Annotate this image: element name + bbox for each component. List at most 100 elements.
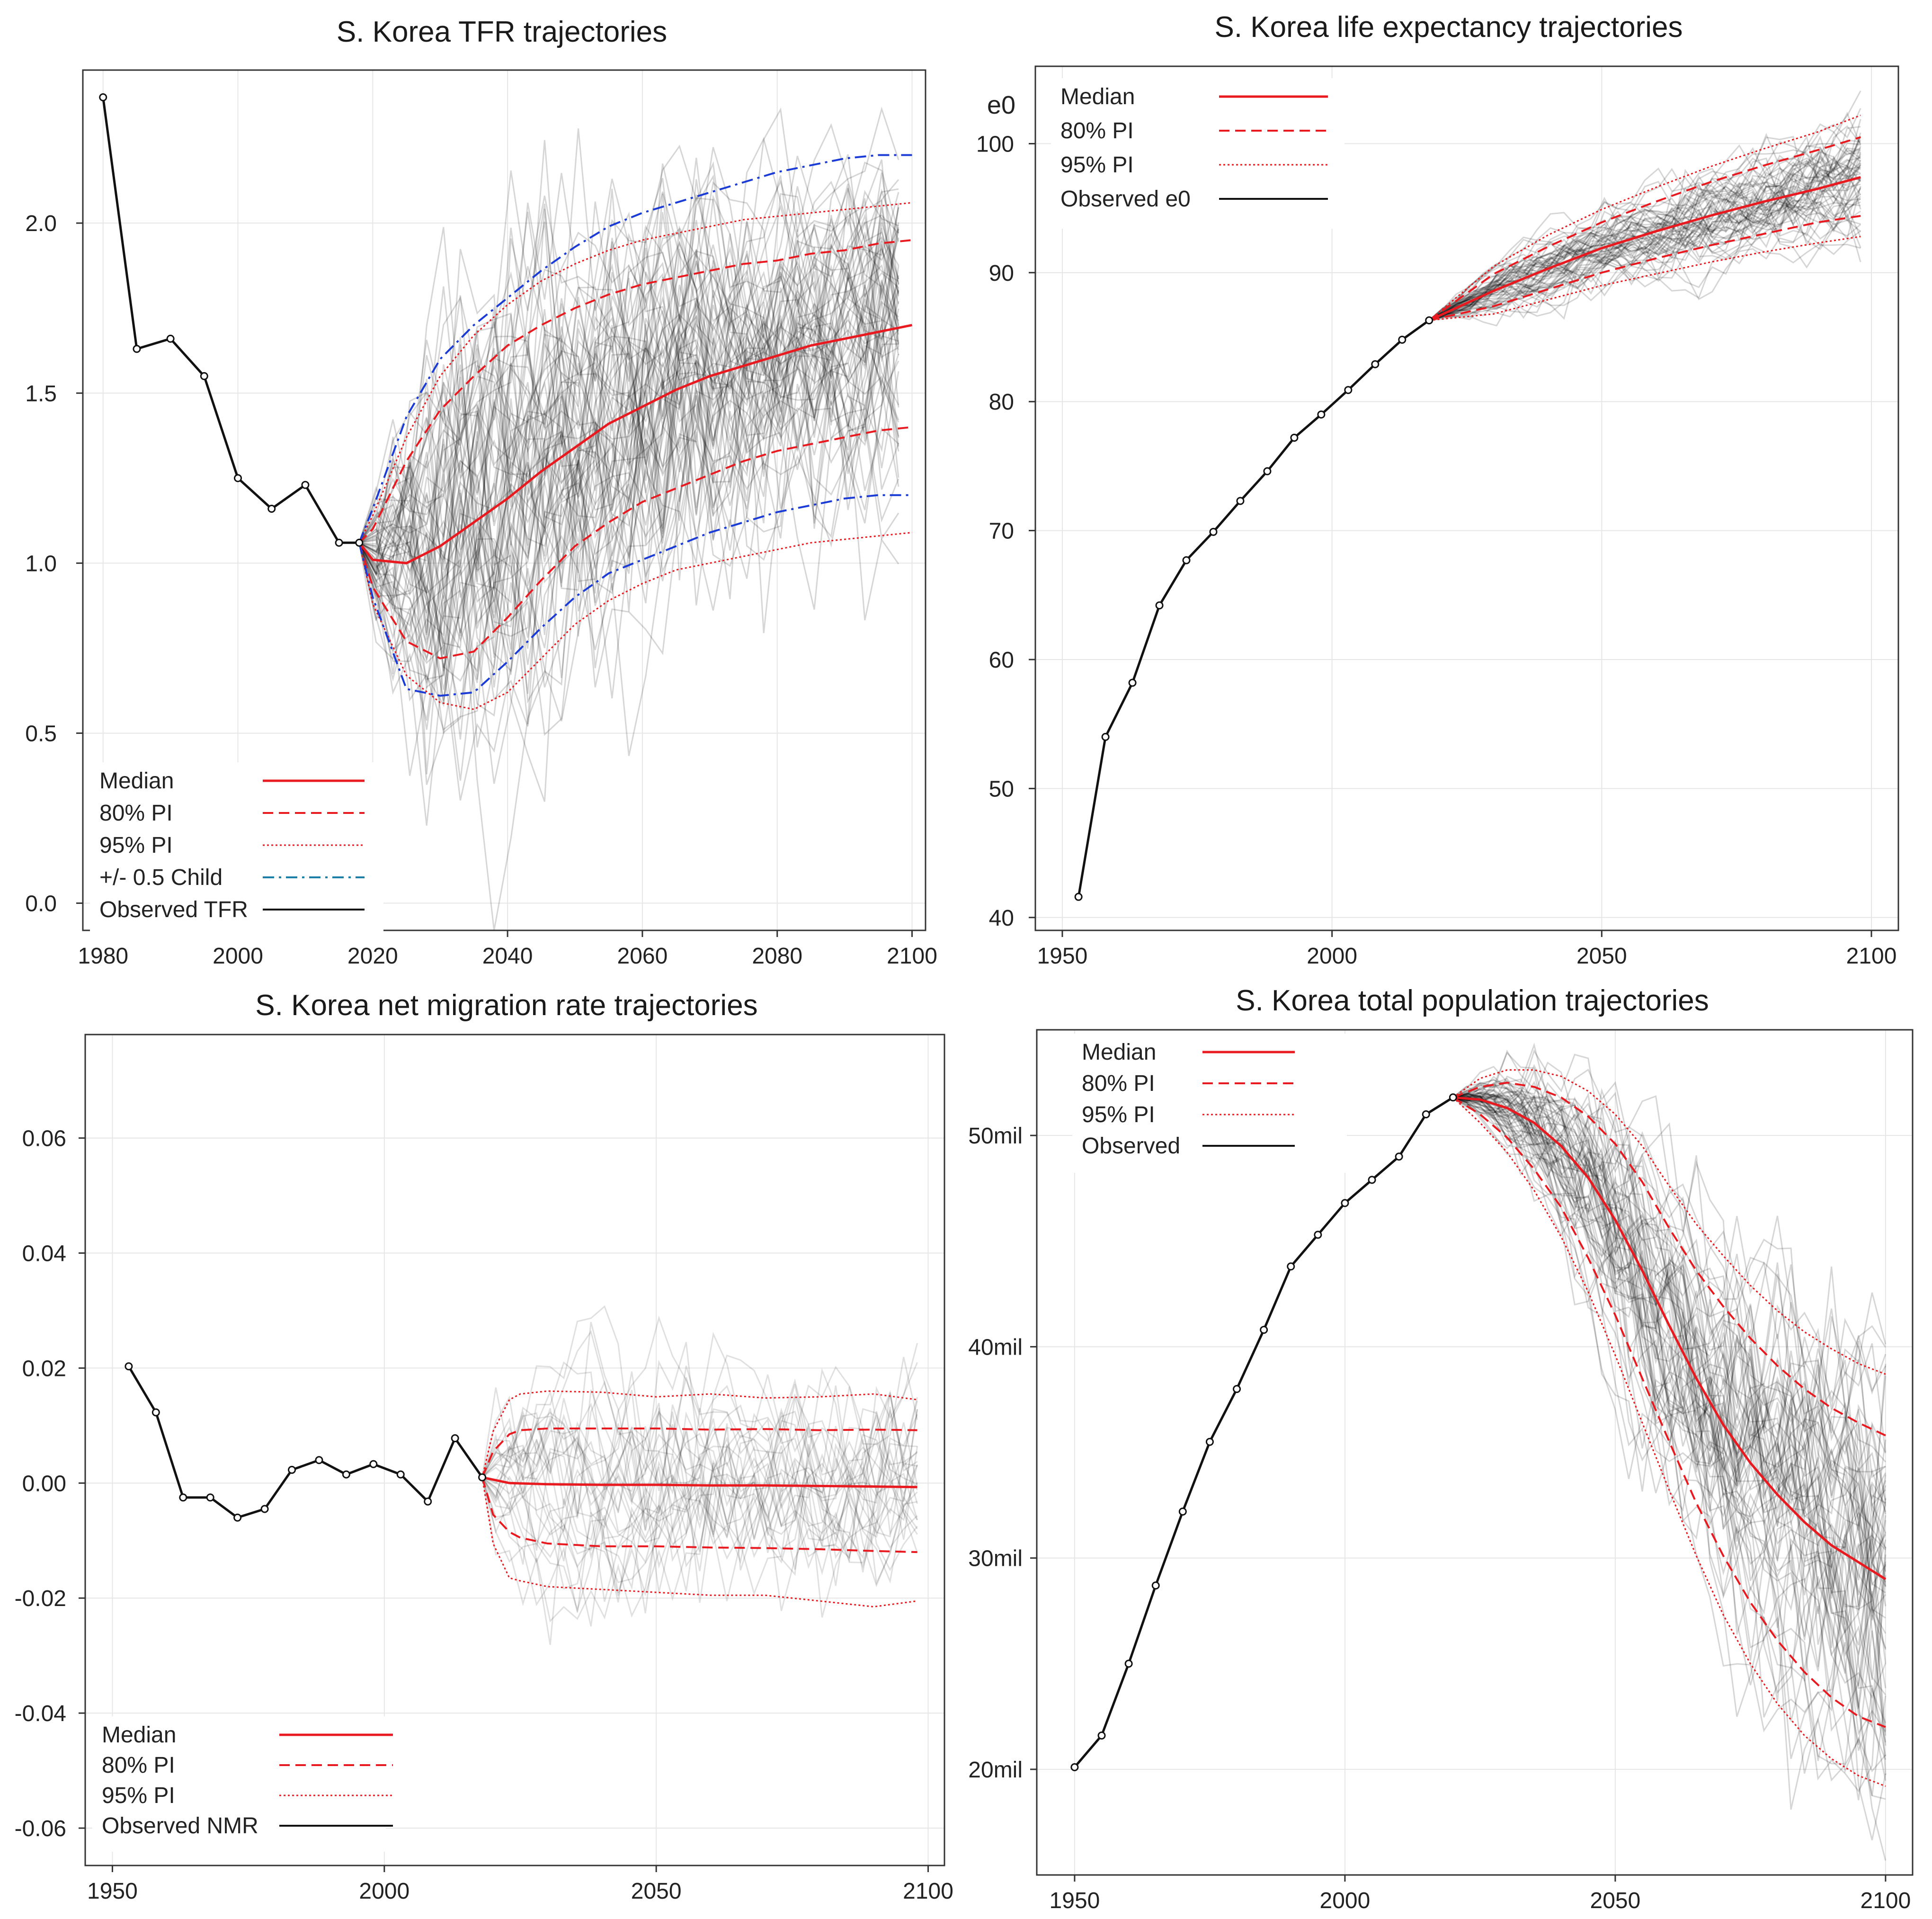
trajectory-line — [481, 1361, 917, 1576]
trajectory-line — [1429, 159, 1861, 321]
x-tick-label: 2050 — [631, 1879, 682, 1904]
trajectory-line — [358, 303, 899, 784]
trajectory-line — [358, 213, 899, 724]
trajectory-line — [1452, 1088, 1887, 1765]
observed-point — [1155, 601, 1164, 610]
trajectory-line — [358, 292, 899, 736]
net-migration-chart: 1950 2000 2050 2100 -0.06 -0.04 -0.02 0.00 0.02 0… — [15, 1034, 953, 1904]
trajectory-line — [1453, 1086, 1887, 1745]
observed-point — [179, 1493, 187, 1502]
y-tick-label: 50mil — [968, 1124, 1023, 1149]
trajectory-line — [1429, 181, 1861, 321]
trajectory-line — [1452, 1078, 1887, 1607]
trajectory-line — [359, 264, 899, 648]
trajectory-line — [1429, 136, 1861, 321]
observed-point — [1344, 386, 1353, 394]
trajectory-line — [358, 249, 899, 543]
pi95-upper-line — [1428, 115, 1861, 321]
observed-point — [1368, 1176, 1376, 1184]
trajectory-line — [358, 186, 899, 694]
trajectory-line — [358, 275, 899, 597]
trajectory-line — [481, 1397, 918, 1559]
observed-point — [1178, 1507, 1187, 1516]
trajectory-line — [1452, 1095, 1887, 1801]
trajectory-line — [1428, 126, 1861, 321]
trajectory-line — [359, 226, 899, 740]
plot-frame — [1036, 1029, 1914, 1876]
trajectory-line — [358, 240, 899, 802]
panel-net-migration: S. Korea net migration rate trajectories… — [0, 985, 966, 1919]
trajectory-line — [1428, 149, 1861, 321]
trajectory-line — [359, 179, 899, 709]
trajectory-line — [358, 231, 899, 596]
trajectory-line — [481, 1321, 918, 1493]
trajectory-line — [358, 304, 899, 621]
legend-label: Median — [1082, 1040, 1156, 1065]
observed-point — [166, 334, 175, 343]
x-tick-label: 2100 — [903, 1879, 953, 1904]
trajectory-line — [1428, 188, 1861, 321]
y-axis-label: e0 — [987, 91, 1015, 119]
trajectory-line — [1429, 147, 1861, 321]
trajectory-line — [1453, 1089, 1887, 1688]
trajectory-line — [1452, 1080, 1887, 1595]
legend-label: 95% PI — [1082, 1102, 1155, 1127]
trajectory-line — [1452, 1093, 1887, 1696]
median-line — [482, 1476, 917, 1489]
trajectory-line — [359, 191, 899, 587]
trajectory-line — [359, 194, 899, 552]
x-tick-label: 1950 — [87, 1879, 138, 1904]
observed-line — [102, 97, 359, 544]
trajectory-line — [481, 1427, 918, 1613]
trajectory-line — [358, 147, 899, 594]
trajectory-line — [1452, 1097, 1887, 1589]
pi80-upper-line — [1428, 136, 1861, 321]
trajectory-line — [358, 262, 899, 635]
observed-point — [1233, 1385, 1241, 1393]
observed-point — [1317, 410, 1326, 419]
observed-point — [369, 1460, 378, 1468]
y-tick-label: 0.5 — [25, 721, 57, 746]
median-line — [358, 324, 912, 564]
trajectory-line — [1452, 1092, 1887, 1650]
median-line — [1428, 176, 1861, 321]
trajectory-line — [1429, 176, 1861, 321]
panel-population: S. Korea total population trajectories 1… — [966, 984, 1932, 1919]
trajectory-line — [481, 1406, 918, 1614]
legend-background — [92, 1716, 386, 1852]
trajectory-line — [1452, 1097, 1887, 1486]
trajectory-line — [481, 1415, 918, 1603]
trajectory-line — [1428, 111, 1861, 321]
legend-label: Median — [99, 768, 174, 794]
x-tick-label: 2100 — [1861, 1888, 1911, 1913]
x-tick-label: 1950 — [1037, 944, 1088, 969]
observed-point — [234, 474, 242, 482]
trajectory-line — [1452, 1042, 1887, 1641]
trajectory-line — [1453, 1095, 1887, 1774]
trajectory-line — [358, 260, 899, 704]
legend-background — [1072, 1034, 1347, 1173]
pi80-upper-line — [481, 1428, 917, 1478]
observed-point — [396, 1470, 405, 1479]
y-tick-label: 90 — [989, 261, 1014, 286]
legend-label: 95% PI — [102, 1783, 175, 1808]
tfr-chart: 1980 2000 2020 2040 2060 2080 2100 0.0 0.5 1.0 1.5… — [25, 69, 937, 969]
trajectory-line — [1429, 172, 1861, 321]
trajectory-line — [358, 229, 899, 701]
observed-point — [1209, 527, 1218, 536]
trajectory-line — [1452, 1097, 1886, 1594]
trajectory-line — [1453, 1094, 1887, 1531]
trajectory-line — [482, 1404, 918, 1627]
trajectory-line — [358, 154, 899, 544]
observed-line — [1073, 1096, 1454, 1768]
observed-point — [200, 372, 208, 380]
trajectory-line — [1429, 170, 1861, 321]
trajectory-line — [1452, 1093, 1886, 1625]
trajectory-line — [358, 158, 899, 730]
trajectory-line — [358, 183, 899, 721]
trajectory-line — [358, 188, 899, 543]
trajectory-line — [1452, 1097, 1887, 1732]
trajectory-line — [1429, 181, 1861, 321]
trajectory-line — [1452, 1097, 1887, 1506]
trajectory-line — [358, 249, 899, 748]
